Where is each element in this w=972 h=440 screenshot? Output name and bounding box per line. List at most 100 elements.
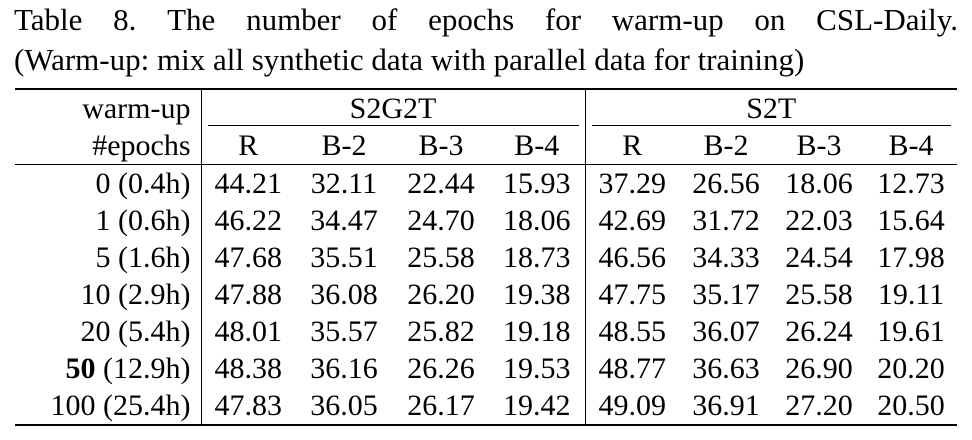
group-header-s2t: S2T [585, 88, 958, 127]
table-cell: 20.50 [865, 387, 958, 426]
table-cell: 24.70 [407, 203, 475, 237]
table-cell: 48.38 [214, 351, 283, 385]
table-cell: 44.21 [201, 164, 295, 202]
table-cell: 19.11 [877, 277, 945, 311]
table-cell: 26.20 [407, 277, 475, 311]
caption-word: The [167, 2, 216, 37]
group-label: S2T [746, 91, 797, 125]
table-cell: 42.69 [598, 203, 667, 237]
header-row-columns: #epochs R B-2 B-3 B-4 R B-2 B-3 B-4 [15, 127, 957, 165]
table-cell: 20.20 [877, 351, 945, 385]
caption-word: CSL-Daily. [816, 2, 958, 37]
table-cell: 25.82 [407, 314, 475, 348]
column-header: B-4 [489, 127, 586, 165]
column-header: B-3 [796, 128, 842, 162]
table-cell: 35.57 [310, 314, 378, 348]
row-label: 50 (12.9h) [15, 350, 202, 387]
column-header: B-3 [418, 128, 464, 162]
table-cell: 36.05 [295, 387, 393, 426]
table-cell: 26.26 [407, 351, 475, 385]
table-cell: 35.17 [692, 277, 760, 311]
table-row: 1 (0.6h) 46.22 34.47 24.70 18.06 42.69 3… [15, 202, 957, 239]
table-row: 100 (25.4h) 47.83 36.05 26.17 19.42 49.0… [15, 387, 958, 426]
row-header-bottom: #epochs [15, 127, 202, 165]
header-row-groups: warm-up S2G2T S2T [15, 88, 958, 127]
epochs-value: 5 [95, 240, 111, 274]
table-cell: 49.09 [585, 387, 679, 426]
table-cell: 19.42 [489, 387, 586, 426]
group-header-s2g2t: S2G2T [201, 88, 586, 127]
row-label: 100 (25.4h) [15, 387, 202, 426]
table-cell: 17.98 [877, 240, 945, 274]
caption-word: number [246, 2, 341, 37]
table-cell: 35.51 [310, 240, 378, 274]
table-cell: 46.22 [214, 203, 283, 237]
epochs-value: 1 [95, 203, 111, 237]
table-cell: 19.53 [489, 350, 586, 387]
table-cell: 47.88 [214, 277, 283, 311]
table-cell: 19.61 [877, 314, 945, 348]
table-cell: 36.08 [310, 277, 378, 311]
table-cell: 37.29 [585, 164, 679, 202]
epochs-value: 0 [95, 166, 111, 200]
table-cell: 48.01 [214, 314, 283, 348]
table-row: 0 (0.4h) 44.21 32.11 22.44 15.93 37.29 2… [15, 164, 958, 202]
table-caption: Table 8. The number of epochs for warm-u… [14, 0, 958, 80]
row-label: 10 (2.9h) [15, 276, 202, 313]
table-cell: 36.07 [692, 314, 760, 348]
time-value: (0.4h) [118, 166, 191, 200]
group-underline [591, 125, 952, 126]
caption-word: for [544, 2, 582, 37]
table-cell: 32.11 [295, 164, 393, 202]
table-cell: 25.58 [407, 240, 475, 274]
epochs-value: 20 [80, 314, 111, 348]
table-cell: 19.18 [489, 313, 586, 350]
table-cell: 46.56 [598, 240, 667, 274]
column-header: B-2 [321, 128, 367, 162]
table-cell: 36.16 [310, 351, 378, 385]
table-cell: 47.68 [214, 240, 283, 274]
table-row: 10 (2.9h) 47.88 36.08 26.20 19.38 47.75 … [15, 276, 957, 313]
row-header-top: warm-up [15, 88, 202, 127]
table-row: 20 (5.4h) 48.01 35.57 25.82 19.18 48.55 … [15, 313, 957, 350]
column-header: B-4 [888, 128, 934, 162]
table-cell: 47.75 [598, 277, 667, 311]
table-cell: 18.73 [489, 239, 586, 276]
table-cell: 22.44 [393, 164, 489, 202]
table-cell: 22.03 [785, 203, 853, 237]
row-label: 1 (0.6h) [15, 202, 202, 239]
row-label: 5 (1.6h) [15, 239, 202, 276]
caption-word: epochs [428, 2, 515, 37]
table-cell: 34.47 [310, 203, 378, 237]
column-header: R [238, 128, 259, 162]
time-value: (1.6h) [118, 240, 191, 274]
column-header: R [622, 128, 643, 162]
table-cell: 26.56 [679, 164, 773, 202]
caption-word: warm-up [611, 2, 724, 37]
table-cell: 19.38 [489, 276, 586, 313]
epochs-value: 100 [50, 388, 96, 422]
table-cell: 36.63 [692, 351, 760, 385]
table-cell: 15.93 [489, 164, 586, 202]
caption-line-1: Table 8. The number of epochs for warm-u… [14, 0, 958, 40]
table-cell: 12.73 [865, 164, 958, 202]
table-cell: 18.06 [489, 202, 586, 239]
group-underline [207, 125, 579, 126]
column-header: B-2 [703, 128, 749, 162]
table-cell: 34.33 [692, 240, 760, 274]
time-value: (2.9h) [118, 277, 191, 311]
time-value: (25.4h) [103, 388, 191, 422]
row-label: 20 (5.4h) [15, 313, 202, 350]
caption-line-2: (Warm-up: mix all synthetic data with pa… [14, 42, 805, 77]
table-row: 50 (12.9h) 48.38 36.16 26.26 19.53 48.77… [15, 350, 957, 387]
table-cell: 25.58 [785, 277, 853, 311]
table-cell: 15.64 [877, 203, 945, 237]
table-row: 5 (1.6h) 47.68 35.51 25.58 18.73 46.56 3… [15, 239, 957, 276]
caption-word: of [371, 2, 398, 37]
table-cell: 26.90 [785, 351, 853, 385]
group-label: S2G2T [349, 91, 437, 125]
table-cell: 48.77 [598, 351, 667, 385]
caption-word: on [754, 2, 786, 37]
caption-word: Table [14, 2, 83, 37]
epochs-value: 10 [80, 277, 111, 311]
